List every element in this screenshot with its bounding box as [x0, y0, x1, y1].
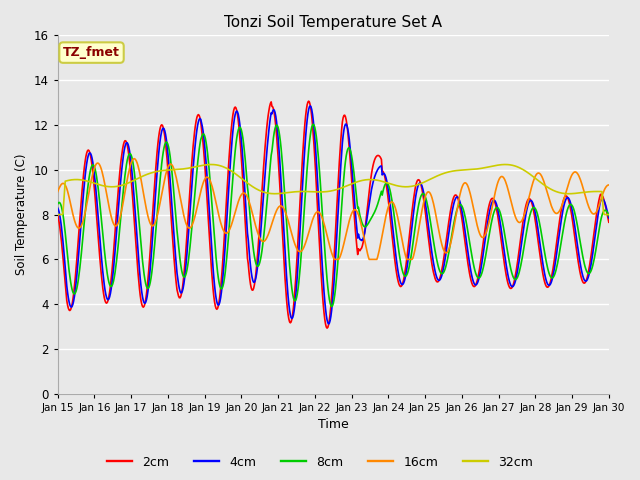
- 2cm: [175, 293, 182, 299]
- 8cm: [380, 185, 388, 191]
- X-axis label: Time: Time: [318, 419, 349, 432]
- 2cm: [380, 170, 388, 176]
- 2cm: [198, 132, 206, 138]
- 2cm: [605, 219, 612, 225]
- 16cm: [380, 224, 388, 230]
- 4cm: [54, 205, 61, 211]
- 2cm: [435, 279, 442, 285]
- 32cm: [378, 179, 386, 184]
- 32cm: [54, 212, 61, 217]
- 2cm: [323, 325, 331, 331]
- 8cm: [310, 121, 317, 127]
- 16cm: [326, 242, 333, 248]
- 8cm: [54, 201, 61, 207]
- Legend: 2cm, 4cm, 8cm, 16cm, 32cm: 2cm, 4cm, 8cm, 16cm, 32cm: [102, 451, 538, 474]
- 8cm: [175, 243, 182, 249]
- Y-axis label: Soil Temperature (C): Soil Temperature (C): [15, 154, 28, 276]
- Line: 4cm: 4cm: [58, 106, 609, 324]
- Text: TZ_fmet: TZ_fmet: [63, 46, 120, 59]
- 8cm: [605, 213, 612, 218]
- 8cm: [556, 248, 564, 253]
- 32cm: [198, 163, 206, 168]
- 2cm: [326, 311, 334, 316]
- 16cm: [556, 207, 564, 213]
- Line: 32cm: 32cm: [58, 165, 609, 215]
- Line: 2cm: 2cm: [58, 101, 609, 328]
- Line: 8cm: 8cm: [58, 124, 609, 307]
- 4cm: [435, 277, 442, 283]
- 32cm: [324, 189, 332, 194]
- 2cm: [305, 98, 312, 104]
- 16cm: [331, 256, 339, 262]
- 32cm: [605, 212, 612, 217]
- 16cm: [435, 224, 442, 230]
- 32cm: [433, 173, 440, 179]
- 4cm: [326, 318, 334, 324]
- 8cm: [328, 304, 335, 310]
- 8cm: [326, 297, 333, 302]
- 32cm: [556, 190, 563, 195]
- 16cm: [131, 156, 138, 162]
- 2cm: [54, 212, 61, 217]
- 2cm: [556, 216, 564, 222]
- 16cm: [605, 182, 612, 188]
- 8cm: [198, 132, 206, 138]
- 4cm: [556, 228, 564, 233]
- 16cm: [199, 180, 207, 186]
- 4cm: [175, 281, 182, 287]
- Title: Tonzi Soil Temperature Set A: Tonzi Soil Temperature Set A: [224, 15, 442, 30]
- 4cm: [324, 321, 332, 327]
- 16cm: [175, 190, 183, 196]
- 4cm: [380, 170, 388, 176]
- 32cm: [502, 162, 509, 168]
- 8cm: [435, 263, 442, 269]
- 32cm: [175, 167, 182, 172]
- 4cm: [605, 215, 612, 221]
- 4cm: [307, 103, 314, 109]
- 16cm: [54, 189, 61, 195]
- 4cm: [198, 123, 206, 129]
- Line: 16cm: 16cm: [58, 159, 609, 259]
